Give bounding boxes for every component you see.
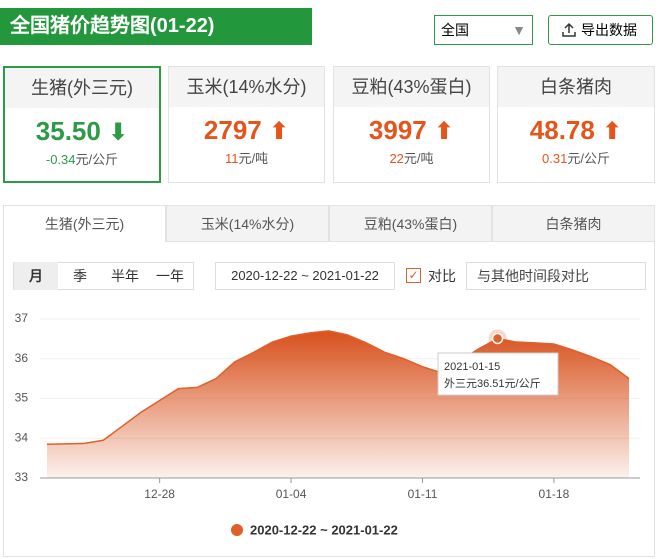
card[interactable]: 玉米(14%水分) 2797 ⬆ 11元/吨	[168, 66, 325, 183]
y-tick-label: 37	[15, 311, 29, 325]
period-group	[13, 262, 194, 290]
y-tick-label: 34	[15, 430, 29, 444]
compare-input[interactable]: 与其他时间段对比	[466, 262, 646, 290]
export-button[interactable]: 导出数据	[548, 15, 653, 45]
card-price: 2797	[203, 115, 262, 145]
period[interactable]: 一年	[156, 268, 184, 284]
date-range[interactable]: 2020-12-22 ~ 2021-01-22	[215, 262, 395, 290]
card[interactable]: 豆粕(43%蛋白) 3997 ⬆ 22元/吨	[333, 66, 490, 183]
card-name: 豆粕(43%蛋白)	[334, 67, 489, 107]
card-change: 0.31	[542, 151, 568, 166]
region-value: 全国	[441, 22, 469, 38]
tab[interactable]: 白条猪肉	[492, 205, 655, 242]
card-change: 11	[224, 151, 239, 166]
legend-marker	[231, 524, 243, 536]
tab[interactable]: 豆粕(43%蛋白)	[329, 205, 492, 242]
card-price: 48.78	[529, 115, 595, 145]
header-title: 全国猪价趋势图(01-22)	[0, 8, 312, 45]
y-tick-label: 36	[15, 351, 29, 365]
x-tick-label: 01-18	[539, 487, 570, 501]
compare-checkbox[interactable]: ✓	[406, 268, 421, 283]
line	[46, 330, 630, 445]
period[interactable]: 季	[73, 268, 87, 284]
x-tick-label: 12-28	[144, 487, 175, 501]
export-icon	[562, 22, 576, 37]
tooltip-box	[437, 352, 559, 396]
card-unit: 元/公斤	[75, 152, 119, 167]
card-change: 22	[389, 151, 404, 166]
period[interactable]: 半年	[111, 268, 139, 284]
chart: 33 34 35 36 37 12-28 01-04 01-11 01-18 2021-01-15…	[15, 311, 640, 537]
card-name: 玉米(14%水分)	[169, 67, 324, 107]
card-change: -0.34	[45, 152, 76, 167]
x-tick-label: 01-11	[408, 487, 438, 501]
legend-label: 2020-12-22 ~ 2021-01-22	[250, 522, 398, 537]
tab[interactable]: 生猪(外三元)	[3, 205, 166, 242]
card-name: 白条猪肉	[498, 67, 654, 107]
y-tick-label: 33	[15, 470, 29, 484]
tab[interactable]: 玉米(14%水分)	[166, 205, 329, 242]
card-unit: 元/公斤	[567, 151, 610, 166]
tooltip-date: 2021-01-15	[444, 361, 500, 373]
card-name: 生猪(外三元)	[5, 68, 159, 108]
export-label: 导出数据	[581, 22, 637, 38]
card-price: 35.50	[35, 116, 101, 146]
card[interactable]: 白条猪肉 48.78 ⬆ 0.31元/公斤	[497, 66, 655, 183]
tooltip-label: 外三元36.51元/公斤	[444, 377, 541, 390]
hover-point	[491, 332, 504, 345]
x-tick-label: 01-04	[276, 487, 307, 501]
compare-label: 对比	[428, 268, 456, 284]
region-select[interactable]: 全国 ▼	[434, 15, 533, 45]
card-price: 3997	[368, 115, 427, 145]
card-unit: 元/吨	[238, 151, 269, 166]
period[interactable]: 月	[14, 262, 58, 290]
card-unit: 元/吨	[403, 151, 434, 166]
y-tick-label: 35	[15, 391, 29, 405]
card[interactable]: 生猪(外三元) 35.50 ⬇ -0.34元/公斤	[3, 66, 161, 183]
